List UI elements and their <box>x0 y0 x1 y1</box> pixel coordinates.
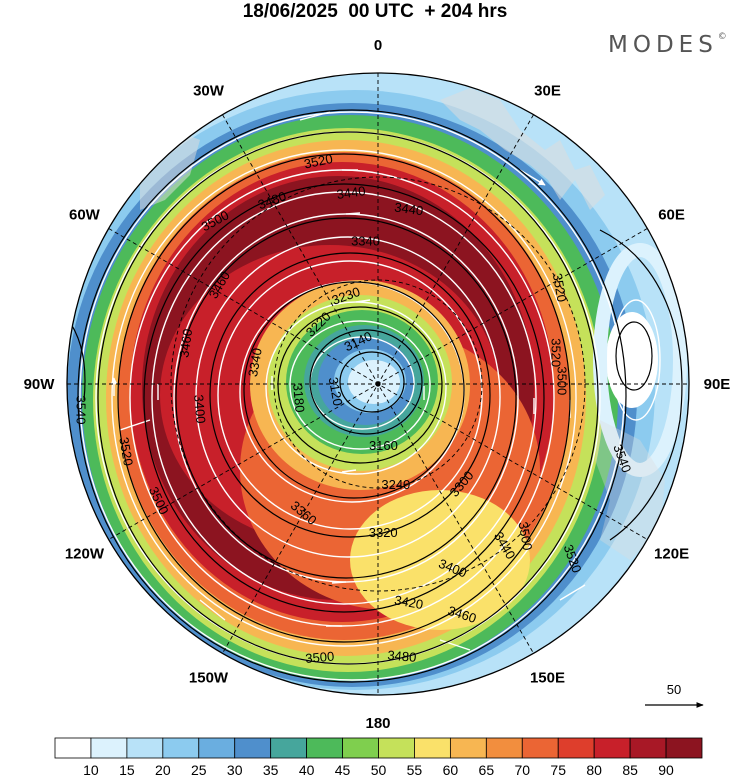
colorbar-swatch <box>306 737 343 759</box>
colorbar-swatch <box>485 737 523 759</box>
colorbar-tick-label: 60 <box>443 762 459 778</box>
contour-label: 3240 <box>381 477 410 492</box>
colorbar-tick-label: 85 <box>622 762 638 778</box>
colorbar-tick-label: 50 <box>371 762 387 778</box>
wind-scale-label: 50 <box>667 682 681 697</box>
height-contours <box>67 109 683 683</box>
meridian-label: 120W <box>65 545 105 562</box>
meridian-label: 90W <box>24 376 56 393</box>
colorbar-tick-label: 25 <box>191 762 207 778</box>
meridian-labels: 0 30E 60E 90E 120E 150E 180 150W 120W 90W 60W 30W <box>24 37 731 732</box>
colorbar-swatch <box>378 737 415 759</box>
contour-label: 3120 <box>326 376 346 407</box>
colorbar-tick-label: 45 <box>335 762 351 778</box>
meridian-label: 180 <box>365 715 390 732</box>
meridian-label: 60E <box>658 207 685 224</box>
contour-label: 3540 <box>74 396 89 425</box>
colorbar-swatch <box>126 737 164 759</box>
colorbar-tick-label: 10 <box>83 762 99 778</box>
meridian-label: 60W <box>69 207 101 224</box>
colorbar-swatch <box>270 737 308 759</box>
contour-label: 3160 <box>369 438 398 453</box>
contour-label: 3340 <box>351 233 380 248</box>
contour-label: 3500 <box>516 520 536 551</box>
colorbar-swatch <box>665 737 703 759</box>
contour-label: 3460 <box>176 328 195 359</box>
meridian-label: 30W <box>193 82 225 99</box>
colorbar-tick-label: 65 <box>479 762 495 778</box>
colorbar-swatch <box>521 737 559 759</box>
colorbar-swatch <box>593 737 631 759</box>
colorbar-swatch <box>90 737 128 759</box>
colorbar-swatch <box>629 737 667 759</box>
colorbar-swatch <box>234 737 272 759</box>
contour-label: 3440 <box>336 183 367 202</box>
colorbar-tick-label: 55 <box>407 762 423 778</box>
wind-scale-vector: 50 <box>645 682 704 708</box>
contour-label: 3180 <box>290 383 307 413</box>
colorbar-swatch <box>162 737 200 759</box>
colorbar-swatch <box>342 737 379 759</box>
colorbar-tick-label: 80 <box>586 762 602 778</box>
colorbar-tick-label: 75 <box>550 762 566 778</box>
colorbar-swatch <box>557 737 595 759</box>
meridian-label: 120E <box>654 545 689 562</box>
contour-label: 3520 <box>303 151 334 172</box>
contour-label: 3520 <box>550 272 570 303</box>
colorbar-tick-label: 20 <box>155 762 171 778</box>
colorbar-tick-label: 70 <box>514 762 530 778</box>
modes-logo: MODES© <box>608 32 727 58</box>
colorbar-tick-label: 30 <box>227 762 243 778</box>
colorbar-swatch <box>198 737 236 759</box>
colorbar-swatch <box>54 737 92 759</box>
contour-label: 3420 <box>393 592 424 612</box>
colorbar-tick-label: 90 <box>658 762 674 778</box>
copyright-mark: © <box>717 32 727 42</box>
meridian-label: 30E <box>534 82 561 99</box>
colorbar-tick-label: 40 <box>299 762 315 778</box>
brand-name: MODES <box>608 32 718 58</box>
contour-label: 3500 <box>305 649 335 666</box>
contour-label: 3480 <box>387 647 417 664</box>
colorbar-tick-label: 35 <box>263 762 279 778</box>
contour-label: 3520 <box>116 436 136 467</box>
contour-label: 3400 <box>191 394 208 424</box>
meridian-label: 90E <box>704 376 731 393</box>
pole-marker <box>375 381 381 387</box>
contour-label: 3500 <box>554 366 569 395</box>
colorbar-swatch <box>449 737 487 759</box>
contour-label: 3340 <box>245 347 265 378</box>
map-title: 18/06/2025 00 UTC + 204 hrs <box>242 1 508 22</box>
contour-label: 3440 <box>393 199 424 218</box>
contour-label: 3320 <box>369 525 398 540</box>
meridian-label: 150E <box>530 670 565 687</box>
colorbar-swatch <box>414 737 451 759</box>
map-boundary <box>66 72 690 696</box>
contour-label: 3520 <box>549 338 564 367</box>
colorbar-tick-label: 15 <box>119 762 135 778</box>
colorbar: 10 15 20 25 30 35 40 45 50 55 60 65 70 75 80 85 90 <box>54 737 703 778</box>
meridian-label: 150W <box>189 670 229 687</box>
meridian-label: 0 <box>374 37 382 54</box>
